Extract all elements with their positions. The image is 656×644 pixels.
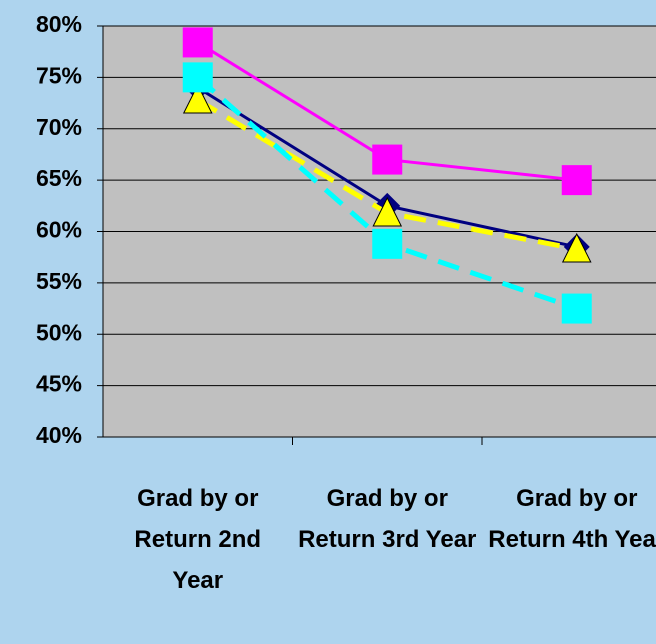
marker <box>182 62 213 93</box>
y-tick-label: 80% <box>36 11 82 37</box>
marker <box>182 83 213 114</box>
x-tick-label: Grad by or Return 3rd Year <box>298 485 477 553</box>
y-tick-label: 65% <box>36 165 82 191</box>
y-tick-label: 50% <box>36 319 82 345</box>
marker <box>561 165 592 196</box>
marker <box>561 232 592 263</box>
y-tick-label: 70% <box>36 114 82 140</box>
marker <box>372 144 403 175</box>
marker <box>182 27 213 58</box>
y-tick-label: 75% <box>36 62 82 88</box>
x-tick-label: Grad by or Return 2nd Year <box>134 485 262 594</box>
y-tick-label: 55% <box>36 268 82 294</box>
marker <box>372 228 403 259</box>
y-tick-label: 40% <box>36 422 82 448</box>
x-tick-label: Grad by or Return 4th Year <box>488 485 656 553</box>
y-tick-label: 45% <box>36 371 82 397</box>
y-tick-label: 60% <box>36 217 82 243</box>
marker <box>372 196 403 227</box>
marker <box>561 293 592 324</box>
